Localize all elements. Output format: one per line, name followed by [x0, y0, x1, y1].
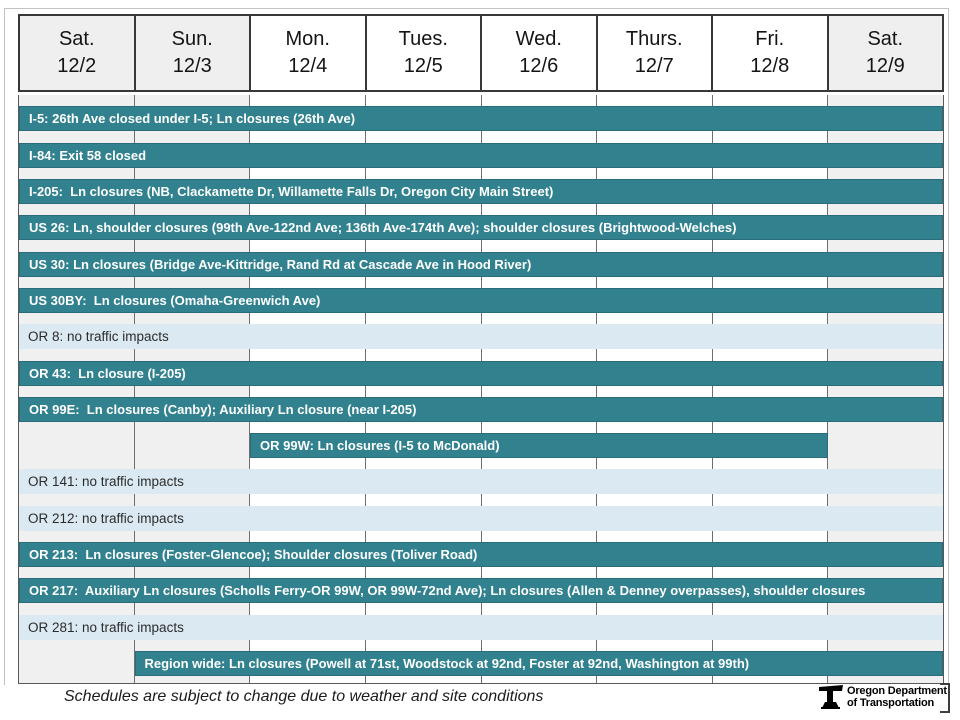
day-header-cell: Sat. 12/9	[828, 16, 942, 90]
bar-label: I-205: Ln closures (NB, Clackamette Dr, …	[29, 183, 554, 199]
bar-label: OR 99E: Ln closures (Canby); Auxiliary L…	[29, 401, 417, 417]
odot-logo-icon	[819, 685, 843, 709]
schedule-row: US 26: Ln, shoulder closures (99th Ave-1…	[19, 204, 943, 241]
day-date: 12/3	[172, 55, 212, 77]
day-header-cell: Thurs. 12/7	[597, 16, 713, 90]
bar-label: OR 43: Ln closure (I-205)	[29, 365, 186, 381]
schedule-row: Region wide: Ln closures (Powell at 71st…	[19, 640, 943, 676]
day-name: Sat.	[867, 28, 904, 50]
closure-bar: US 30: Ln closures (Bridge Ave-Kittridge…	[19, 251, 943, 277]
day-column-strip	[713, 95, 829, 683]
day-date: 12/6	[519, 55, 559, 77]
day-date: 12/7	[634, 55, 674, 77]
day-name: Fri.	[755, 28, 785, 50]
schedule-row: US 30BY: Ln closures (Omaha-Greenwich Av…	[19, 277, 943, 313]
closure-bar: OR 43: Ln closure (I-205)	[19, 360, 943, 386]
bar-label: OR 99W: Ln closures (I-5 to McDonald)	[260, 438, 500, 454]
day-column-strip	[366, 95, 482, 683]
closure-bar: I-5: 26th Ave closed under I-5; Ln closu…	[19, 106, 943, 132]
day-date: 12/4	[288, 55, 328, 77]
closure-bar: OR 99W: Ln closures (I-5 to McDonald)	[250, 433, 828, 459]
no-impact-bar: OR 8: no traffic impacts	[19, 324, 943, 350]
schedule-row: OR 99W: Ln closures (I-5 to McDonald)	[19, 422, 943, 459]
closure-bar: Region wide: Ln closures (Powell at 71st…	[134, 651, 943, 676]
schedule-row: OR 141: no traffic impacts	[19, 458, 943, 495]
day-name: Wed.	[515, 28, 562, 50]
chart-corner-bracket	[940, 683, 950, 713]
day-date: 12/9	[865, 55, 905, 77]
schedule-row: I-84: Exit 58 closed	[19, 131, 943, 168]
no-impact-bar: OR 281: no traffic impacts	[19, 614, 943, 640]
bar-label: I-5: 26th Ave closed under I-5; Ln closu…	[29, 111, 356, 127]
schedule-row: OR 212: no traffic impacts	[19, 494, 943, 531]
day-header-cell: Sat. 12/2	[20, 16, 136, 90]
closure-bar: I-205: Ln closures (NB, Clackamette Dr, …	[19, 178, 943, 204]
bar-label: OR 281: no traffic impacts	[28, 619, 184, 635]
closure-bar: I-84: Exit 58 closed	[19, 142, 943, 168]
day-name: Sun.	[171, 28, 213, 50]
day-name: Sat.	[58, 28, 95, 50]
bar-label: US 30: Ln closures (Bridge Ave-Kittridge…	[29, 256, 532, 272]
schedule-grid: I-5: 26th Ave closed under I-5; Ln closu…	[18, 95, 944, 684]
closure-bar: US 30BY: Ln closures (Omaha-Greenwich Av…	[19, 287, 943, 313]
odot-logo: Oregon Department of Transportation	[818, 683, 947, 710]
schedule-row: I-5: 26th Ave closed under I-5; Ln closu…	[19, 95, 943, 132]
day-column-strip	[597, 95, 713, 683]
schedule-row: OR 281: no traffic impacts	[19, 603, 943, 640]
day-name: Mon.	[285, 28, 330, 50]
odot-logo-text: Oregon Department of Transportation	[847, 685, 947, 709]
bar-label: OR 217: Auxiliary Ln closures (Scholls F…	[29, 583, 866, 599]
bar-label: Region wide: Ln closures (Powell at 71st…	[144, 656, 750, 671]
day-header-cell: Fri. 12/8	[713, 16, 829, 90]
bar-label: OR 8: no traffic impacts	[28, 329, 169, 345]
closure-bar: US 26: Ln, shoulder closures (99th Ave-1…	[19, 215, 943, 241]
bar-label: I-84: Exit 58 closed	[29, 147, 147, 163]
day-name: Thurs.	[625, 28, 683, 50]
closure-bar: OR 213: Ln closures (Foster-Glencoe); Sh…	[19, 542, 943, 568]
day-header-cell: Sun. 12/3	[135, 16, 251, 90]
day-header-row: Sat. 12/2 Sun. 12/3 Mon. 12/4 Tues. 12/5 Wed. 12/…	[18, 14, 944, 92]
schedule-row: OR 213: Ln closures (Foster-Glencoe); Sh…	[19, 531, 943, 568]
no-impact-bar: OR 212: no traffic impacts	[19, 505, 943, 531]
schedule-rows: I-5: 26th Ave closed under I-5; Ln closu…	[19, 95, 943, 676]
bar-label: OR 213: Ln closures (Foster-Glencoe); Sh…	[29, 547, 478, 563]
day-name: Tues.	[398, 28, 448, 50]
bar-label: US 30BY: Ln closures (Omaha-Greenwich Av…	[29, 292, 321, 308]
logo-line-1: Oregon Department	[847, 684, 947, 697]
bar-label: OR 212: no traffic impacts	[28, 510, 184, 526]
day-header-cell: Tues. 12/5	[366, 16, 482, 90]
bar-label: US 26: Ln, shoulder closures (99th Ave-1…	[29, 220, 737, 236]
closure-bar: OR 217: Auxiliary Ln closures (Scholls F…	[19, 578, 943, 604]
day-date: 12/8	[750, 55, 790, 77]
day-date: 12/2	[57, 55, 97, 77]
schedule-row: I-205: Ln closures (NB, Clackamette Dr, …	[19, 168, 943, 204]
schedule-row: US 30: Ln closures (Bridge Ave-Kittridge…	[19, 240, 943, 277]
logo-line-2: of Transportation	[847, 696, 935, 709]
schedule-row: OR 99E: Ln closures (Canby); Auxiliary L…	[19, 386, 943, 422]
bar-label: OR 141: no traffic impacts	[28, 474, 184, 490]
no-impact-bar: OR 141: no traffic impacts	[19, 469, 943, 495]
day-date: 12/5	[403, 55, 443, 77]
schedule-row: OR 217: Auxiliary Ln closures (Scholls F…	[19, 567, 943, 604]
day-header-cell: Mon. 12/4	[251, 16, 367, 90]
closure-bar: OR 99E: Ln closures (Canby); Auxiliary L…	[19, 396, 943, 422]
day-column-strip	[482, 95, 598, 683]
footer-note: Schedules are subject to change due to w…	[64, 688, 544, 705]
day-header-cell: Wed. 12/6	[482, 16, 598, 90]
schedule-row: OR 43: Ln closure (I-205)	[19, 349, 943, 386]
day-column-strip	[250, 95, 366, 683]
schedule-row: OR 8: no traffic impacts	[19, 313, 943, 350]
